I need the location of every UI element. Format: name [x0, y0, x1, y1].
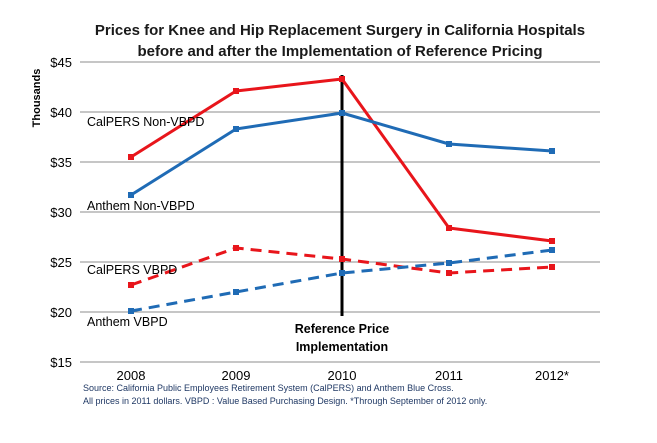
point-calpers-vbpd-2012 [549, 264, 555, 270]
x-tick-labels: 2008 2009 2010 2011 2012* [117, 368, 569, 383]
annotation-label-line-2: Implementation [296, 340, 388, 354]
point-calpers-non-vbpd-2011 [446, 225, 452, 231]
series-calpers-non-vbpd [128, 76, 555, 244]
point-calpers-vbpd-2011 [446, 270, 452, 276]
point-anthem-vbpd-2008 [128, 308, 134, 314]
series-label-anthem-vbpd: Anthem VBPD [87, 315, 168, 329]
x-tick-label-2008: 2008 [117, 368, 146, 383]
point-calpers-non-vbpd-2012 [549, 238, 555, 244]
point-anthem-non-vbpd-2008 [128, 192, 134, 198]
point-anthem-vbpd-2011 [446, 260, 452, 266]
series-labels: CalPERS Non-VBPD Anthem Non-VBPD CalPERS… [87, 115, 204, 329]
x-tick-label-2012: 2012* [535, 368, 569, 383]
point-anthem-non-vbpd-2012 [549, 148, 555, 154]
y-tick-label-30: $30 [50, 205, 72, 220]
x-tick-label-2011: 2011 [435, 368, 463, 383]
point-calpers-vbpd-2009 [233, 245, 239, 251]
x-tick-label-2010: 2010 [328, 368, 357, 383]
point-anthem-vbpd-2010 [339, 270, 345, 276]
y-tick-label-35: $35 [50, 155, 72, 170]
point-anthem-non-vbpd-2009 [233, 126, 239, 132]
y-tick-label-20: $20 [50, 305, 72, 320]
source-line-2: All prices in 2011 dollars. VBPD : Value… [83, 396, 487, 406]
point-anthem-non-vbpd-2010 [339, 110, 345, 116]
series-label-calpers-non-vbpd: CalPERS Non-VBPD [87, 115, 204, 129]
source-note: Source: California Public Employees Reti… [83, 383, 487, 406]
point-calpers-non-vbpd-2008 [128, 154, 134, 160]
point-anthem-vbpd-2012 [549, 247, 555, 253]
series-label-anthem-non-vbpd: Anthem Non-VBPD [87, 199, 195, 213]
y-tick-label-15: $15 [50, 355, 72, 370]
chart-title-line-2: before and after the Implementation of R… [137, 43, 542, 60]
series-anthem-non-vbpd [128, 110, 555, 198]
chart-title: Prices for Knee and Hip Replacement Surg… [95, 22, 585, 60]
series-calpers-vbpd [128, 245, 555, 288]
source-line-1: Source: California Public Employees Reti… [83, 383, 454, 393]
series-lines [128, 76, 555, 314]
annotation-label-line-1: Reference Price [295, 322, 390, 336]
y-tick-label-40: $40 [50, 105, 72, 120]
y-tick-label-25: $25 [50, 255, 72, 270]
point-anthem-vbpd-2009 [233, 289, 239, 295]
point-anthem-non-vbpd-2011 [446, 141, 452, 147]
y-tick-label-45: $45 [50, 55, 72, 70]
y-axis-label: Thousands [31, 69, 43, 128]
series-label-calpers-vbpd: CalPERS VBPD [87, 263, 177, 277]
point-calpers-non-vbpd-2010 [339, 76, 345, 82]
series-anthem-vbpd [128, 247, 555, 314]
point-calpers-vbpd-2010 [339, 256, 345, 262]
point-calpers-vbpd-2008 [128, 282, 134, 288]
y-tick-labels: $15 $20 $25 $30 $35 $40 $45 [50, 55, 72, 370]
x-tick-label-2009: 2009 [222, 368, 251, 383]
chart-title-line-1: Prices for Knee and Hip Replacement Surg… [95, 22, 585, 39]
point-calpers-non-vbpd-2009 [233, 88, 239, 94]
